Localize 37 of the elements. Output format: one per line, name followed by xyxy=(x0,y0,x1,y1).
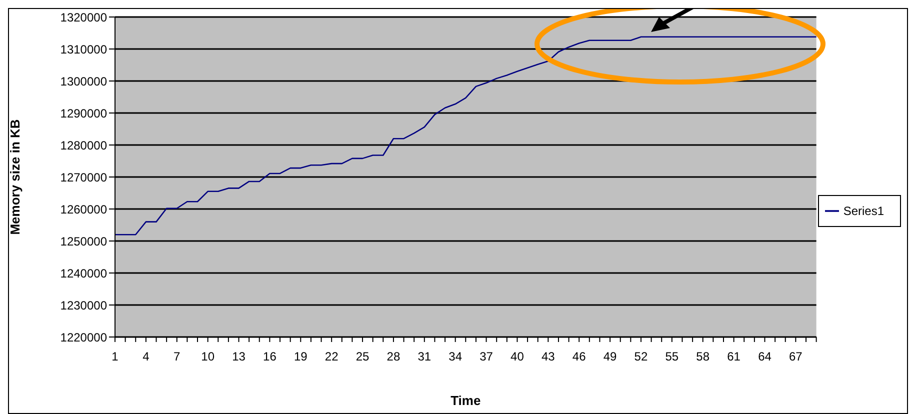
x-tick-label: 22 xyxy=(324,350,339,364)
x-tick-label: 25 xyxy=(356,350,370,364)
y-tick-label: 1290000 xyxy=(60,106,108,120)
legend-label: Series1 xyxy=(843,204,884,218)
x-tick-label: 28 xyxy=(386,350,400,364)
x-tick-label: 1 xyxy=(112,350,119,364)
y-tick-label: 1230000 xyxy=(60,298,108,312)
x-tick-label: 64 xyxy=(758,350,772,364)
x-tick-label: 19 xyxy=(294,350,308,364)
y-tick-label: 1270000 xyxy=(60,170,108,184)
y-tick-label: 1240000 xyxy=(60,266,108,280)
x-axis-title: Time xyxy=(450,393,481,408)
y-tick-label: 1280000 xyxy=(60,138,108,152)
y-tick-label: 1300000 xyxy=(60,74,108,88)
y-axis-title: Memory size in KB xyxy=(8,119,23,235)
x-tick-label: 58 xyxy=(696,350,710,364)
x-tick-label: 7 xyxy=(174,350,181,364)
x-tick-label: 43 xyxy=(541,350,556,364)
y-tick-label: 1310000 xyxy=(60,42,108,56)
x-tick-label: 37 xyxy=(480,350,494,364)
x-tick-label: 10 xyxy=(201,350,215,364)
x-tick-label: 61 xyxy=(727,350,741,364)
x-tick-label: 4 xyxy=(142,350,150,364)
x-tick-label: 67 xyxy=(789,350,803,364)
x-tick-label: 34 xyxy=(448,350,462,364)
x-tick-label: 40 xyxy=(510,350,524,364)
y-tick-label: 1220000 xyxy=(60,330,108,344)
y-tick-label: 1260000 xyxy=(60,202,108,216)
y-tick-label: 1320000 xyxy=(60,10,108,24)
x-tick-label: 31 xyxy=(418,350,432,364)
y-tick-label: 1250000 xyxy=(60,234,108,248)
x-tick-label: 16 xyxy=(263,350,277,364)
x-tick-label: 52 xyxy=(634,350,648,364)
x-tick-label: 13 xyxy=(232,350,246,364)
x-tick-label: 55 xyxy=(665,350,679,364)
x-tick-label: 49 xyxy=(603,350,618,364)
x-tick-label: 46 xyxy=(572,350,586,364)
